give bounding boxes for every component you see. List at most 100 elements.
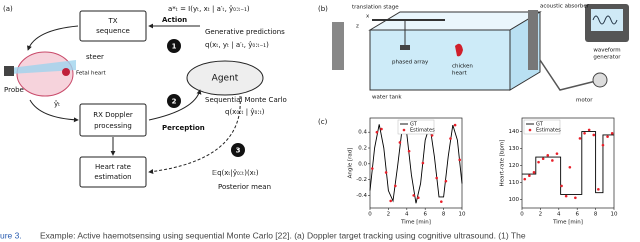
label: generator xyxy=(593,55,621,61)
estimate-point xyxy=(541,157,545,161)
y-axis-label: Heart-rate [bpm] xyxy=(500,140,506,187)
y-tick-label: 0.2 xyxy=(358,146,367,152)
motor-icon xyxy=(592,72,608,88)
x-tick-label: 8 xyxy=(594,212,598,218)
label: Posterior mean xyxy=(218,183,271,191)
y-tick-label: 120 xyxy=(509,163,520,169)
label: ŷₜ xyxy=(54,100,60,108)
estimate-point xyxy=(564,194,568,198)
legend-swatch xyxy=(528,128,532,132)
formula: q(xₜ, yₜ | a′ₜ, ŷ₀:ₜ₋₁) xyxy=(205,41,269,49)
legend-label: Estimates xyxy=(410,128,435,134)
perception-label: Perception xyxy=(162,124,205,132)
panel-a: (a) TX sequence RX Doppler processing He… xyxy=(3,5,287,191)
beam xyxy=(10,60,76,74)
legend-swatch xyxy=(402,128,406,132)
estimate-point xyxy=(523,177,527,181)
estimate-point xyxy=(407,149,411,153)
estimate-point xyxy=(453,123,457,127)
estimate-point xyxy=(568,165,572,169)
step-marker xyxy=(167,39,181,53)
x-tick-label: 2 xyxy=(539,212,543,218)
legend-box xyxy=(397,119,435,135)
y-tick-label: 130 xyxy=(509,146,520,152)
label: waveform xyxy=(593,48,620,54)
absorber xyxy=(528,10,538,70)
legend-label: GT xyxy=(410,122,418,128)
rx-box xyxy=(79,103,147,137)
label: translation stage xyxy=(352,5,399,11)
arrow xyxy=(148,89,202,121)
y-axis-label: Angle [rad] xyxy=(348,148,354,179)
label: Generative predictions xyxy=(205,28,285,36)
label: steer xyxy=(86,53,104,61)
heart-icon xyxy=(455,43,463,57)
estimate-point xyxy=(551,159,554,162)
x-tick-label: 4 xyxy=(557,212,561,218)
estimate-point xyxy=(610,131,614,135)
estimate-point xyxy=(532,171,536,174)
box-text: Heart rate xyxy=(95,163,131,171)
estimate-point xyxy=(601,143,605,147)
arrow xyxy=(29,99,79,123)
y-tick-label: 0.4 xyxy=(358,130,367,136)
y-tick-label: 0.0 xyxy=(358,161,367,167)
label: heart xyxy=(452,71,468,77)
step-marker xyxy=(167,94,181,108)
agent-label: Agent xyxy=(212,74,239,84)
plot-frame xyxy=(521,117,615,209)
step-number: 3 xyxy=(236,147,241,155)
estimate-point xyxy=(380,127,383,131)
estimate-point xyxy=(546,154,550,157)
estimate-point xyxy=(375,130,379,134)
wave xyxy=(592,15,618,25)
estimate-point xyxy=(430,134,434,137)
y-tick-label: -0.2 xyxy=(356,177,367,183)
estimate-point xyxy=(574,196,577,200)
step-number: 1 xyxy=(172,43,177,51)
caption-text: Example: Active haemotsensing using sequ… xyxy=(40,230,526,240)
arrow xyxy=(148,95,241,174)
label: x xyxy=(366,14,370,20)
estimate-point xyxy=(449,137,452,140)
box-text: estimation xyxy=(94,173,131,181)
x-tick-label: 0 xyxy=(520,212,524,218)
estimate-point xyxy=(528,174,531,178)
screen xyxy=(591,9,623,31)
charts: 0 2 4 6 8 10 -0.4 -0.2 0.0 0.2 0.4 Time [min] Angle … xyxy=(348,117,618,226)
estimate-point xyxy=(560,184,563,188)
agent xyxy=(186,60,264,96)
estimate-point xyxy=(421,161,425,165)
estimate-point xyxy=(384,171,388,174)
arrow xyxy=(27,25,79,51)
x-axis-label: Time [min] xyxy=(400,220,431,226)
plot-frame xyxy=(369,117,463,209)
step-number: 2 xyxy=(172,98,177,106)
estimate-point xyxy=(440,200,443,203)
estimate-point xyxy=(444,179,448,183)
formula: q(x₀:ₜ | ŷ₀:ₜ) xyxy=(225,108,265,116)
gt-line xyxy=(522,131,614,195)
estimate-point xyxy=(435,176,439,180)
label: acoustic absorber xyxy=(540,4,590,10)
estimate-point xyxy=(578,137,582,140)
label: motor xyxy=(576,98,593,104)
x-tick-label: 0 xyxy=(368,212,372,218)
y-tick-label: 140 xyxy=(509,129,520,135)
linkage xyxy=(539,59,601,91)
label: Sequential Monte Carlo xyxy=(205,96,287,104)
x-tick-label: 6 xyxy=(423,212,427,218)
estimate-point xyxy=(587,128,591,132)
heart-icon xyxy=(62,68,70,76)
label: Fetal heart xyxy=(76,71,107,77)
estimate-point xyxy=(389,199,393,203)
label: Probe xyxy=(4,86,24,94)
x-tick-label: 2 xyxy=(387,212,391,218)
formula: 𝔼q(xₜ|ŷ₀:ₜ)(xₜ) xyxy=(212,169,259,177)
box-text: RX Doppler xyxy=(93,111,133,119)
y-tick-label: 100 xyxy=(509,197,520,203)
gt-line xyxy=(369,124,463,204)
box-text: TX xyxy=(107,17,117,25)
tx-box xyxy=(79,10,147,42)
